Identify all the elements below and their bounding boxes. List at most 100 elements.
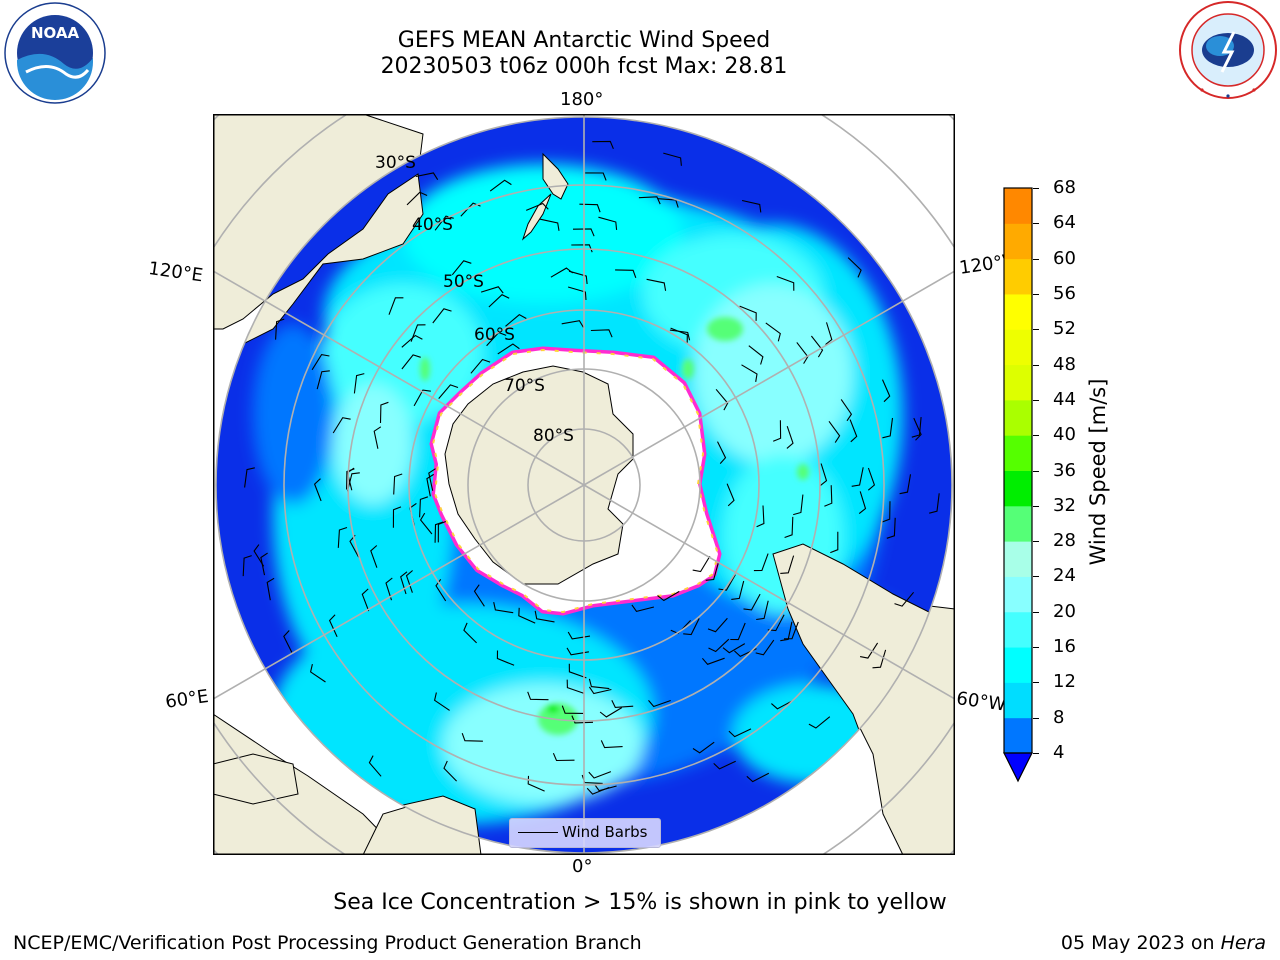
colorbar-tick-mark [1033,364,1039,366]
wind-barb [433,692,450,711]
wind-barb [242,555,252,577]
wind-barb [566,679,585,695]
wind-barb [488,294,510,308]
colorbar-band [1004,611,1032,648]
colorbar-band [1004,293,1032,330]
wind-barb [669,329,691,341]
wind-barbs-legend: Wind Barbs [509,818,661,848]
colorbar-band [1004,576,1032,613]
wind-barb [646,278,667,291]
sea-ice-note: Sea Ice Concentration > 15% is shown in … [333,890,947,915]
colorbar-band [1004,223,1032,260]
wind-barb [718,574,736,591]
australia [216,173,424,350]
polar-wind-map: 30°S 40°S 50°S 60°S 70°S 80°S [213,114,955,855]
wind-barb [886,517,896,539]
wind-barb [561,705,584,714]
colorbar-tick-label: 52 [1053,318,1076,340]
wind-barb [728,728,752,738]
wind-barb [419,512,433,535]
colorbar-tick-mark [1033,399,1039,401]
footer-host: Hera [1220,932,1266,954]
wind-barb [346,472,360,492]
wind-barb [631,604,655,613]
wind-barb [808,716,831,729]
wind-barb [406,191,428,206]
wind-barb [525,202,549,211]
colorbar-tick-mark [1033,611,1039,613]
wind-barb [470,358,491,374]
colorbar-band [1004,470,1032,507]
wind-barb [731,580,745,600]
colorbar-extend-arrow [1003,752,1033,783]
colorbar-tick-mark [1033,576,1039,578]
wind-barb [438,384,459,399]
wind-barb [434,215,454,231]
wind-barb [275,318,285,340]
wind-barb [443,760,457,782]
graticule [213,114,955,855]
wind-barb [373,426,382,449]
wind-barb [426,473,434,497]
colorbar-tick-mark [1033,717,1039,719]
wind-barb [783,621,799,640]
wind-barb [527,691,549,701]
wind-barb [657,590,680,602]
wind-barb [830,531,839,554]
colorbar-tick-label: 60 [1053,247,1076,269]
wind-barb [253,544,265,567]
wind-barb [568,270,588,285]
wind-barb [266,577,275,601]
wind-barb [911,417,922,438]
colorbar-band [1004,541,1032,577]
wind-barb [313,478,322,502]
wind-barb [825,322,833,345]
wind-barb [692,741,715,754]
wind-barb [561,320,584,328]
colorbar-tick-mark [1033,541,1039,543]
colorbar-tick-label: 4 [1053,742,1065,763]
antarctica-land [444,365,634,585]
wind-barb [497,343,520,355]
wind-barb [746,772,770,783]
wind-barb [840,399,853,422]
wind-barb [851,467,864,487]
wind-barb [413,389,431,407]
colorbar-band [1004,258,1032,295]
wind-barb [715,388,729,411]
colorbar-tick-label: 12 [1053,671,1076,693]
wind-barb [594,783,617,792]
wind-barb [392,506,402,528]
wind-barb [579,203,601,213]
wind-barb [534,610,555,623]
wind-barb [819,463,828,487]
wind-barb [405,570,413,593]
wind-barb [824,485,833,507]
wind-barb [743,593,761,611]
wind-barb [648,699,671,708]
colorbar-tick-label: 24 [1053,565,1076,587]
colorbar-band [1004,505,1032,542]
wind-barb [432,308,452,324]
wind-barb [598,216,618,230]
colorbar-band [1004,435,1032,471]
legend-line-sample [518,832,558,833]
lat-label-50s: 50°S [443,272,484,292]
wind-barb [244,467,255,488]
wind-barb [388,297,404,315]
wind-barb [567,286,587,301]
wind-barb [410,324,426,342]
wind-barb [748,345,764,365]
wind-barb [496,650,515,666]
wind-barb [894,591,915,607]
wind-barb [772,420,782,442]
wind-barb [316,370,330,390]
wind-barbs [242,140,940,795]
wind-barb [670,327,688,343]
wind-barb [882,417,894,439]
colorbar-tick-label: 20 [1053,600,1076,622]
wind-barb [899,474,912,495]
lat-label-60s: 60°S [474,325,515,345]
wind-barb [756,600,769,621]
wind-barb [435,578,447,602]
